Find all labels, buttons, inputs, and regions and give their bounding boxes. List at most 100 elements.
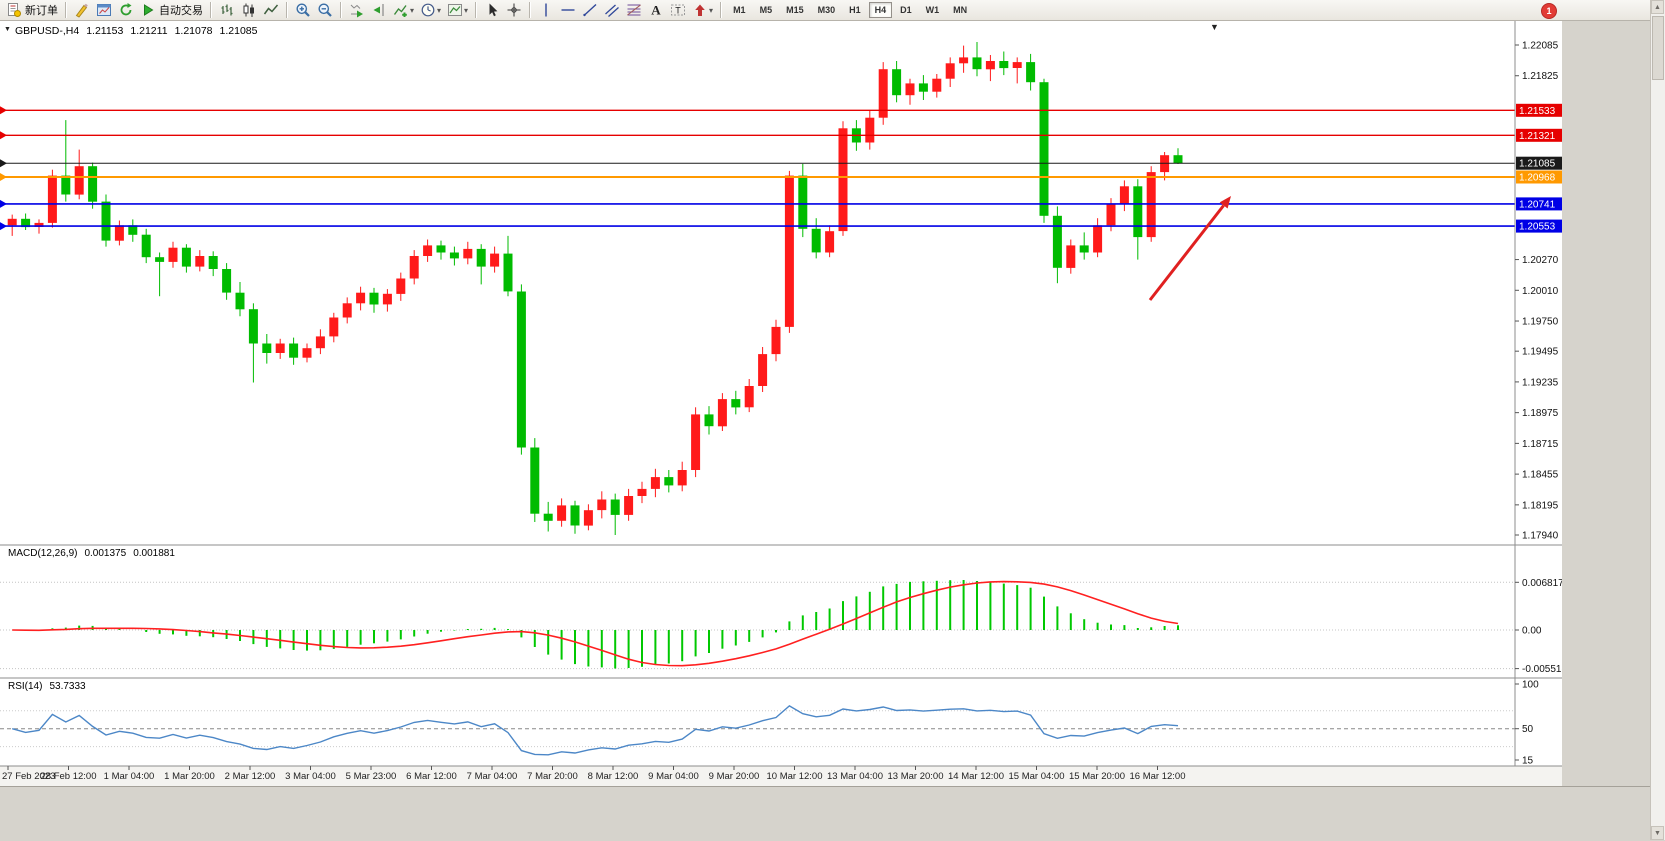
equidistant-channel-button[interactable] — [602, 1, 622, 19]
cursor-icon — [484, 2, 500, 18]
chart-ohlc-header: GBPUSD-,H4 1.21153 1.21211 1.21078 1.21085 — [15, 25, 265, 37]
fibonacci-retracement-button[interactable] — [624, 1, 644, 19]
timeframe-m5-button[interactable]: M5 — [759, 5, 773, 15]
time-axis-label: 3 Mar 04:00 — [285, 771, 336, 782]
svg-text:T: T — [675, 6, 681, 16]
vertical-scrollbar[interactable]: ▲ ▼ — [1650, 0, 1665, 840]
bar-chart-mode-button[interactable] — [217, 1, 237, 19]
toolbar-separator — [720, 2, 723, 18]
new-chart-button[interactable] — [94, 1, 114, 19]
annotation-arrow[interactable] — [1148, 196, 1231, 301]
zoom-in-button[interactable] — [293, 1, 313, 19]
text-label-button[interactable]: T — [668, 1, 688, 19]
price-axis-label: 1.18715 — [1522, 439, 1559, 450]
line-chart-mode-button[interactable] — [261, 1, 281, 19]
timeframe-d1-button[interactable]: D1 — [900, 5, 912, 15]
macd-axis-label: 0.00 — [1522, 626, 1542, 637]
scrollbar-down-icon[interactable]: ▼ — [1651, 826, 1664, 840]
chevron-down-icon: ▾ — [410, 5, 415, 15]
time-axis-label: 27 Feb 2023 — [2, 771, 55, 782]
cursor-button[interactable] — [482, 1, 502, 19]
time-axis-label: 7 Mar 20:00 — [527, 771, 578, 782]
line-edge-marker-icon — [0, 131, 7, 140]
price-axis-label: 1.22085 — [1522, 41, 1559, 52]
play-icon — [140, 2, 156, 18]
rsi-axis-label: 100 — [1522, 680, 1539, 691]
chart-high-value: 1.21211 — [130, 25, 168, 37]
notification-badge[interactable]: 1 — [1541, 3, 1557, 19]
price-axis-label: 1.20010 — [1522, 286, 1559, 297]
time-axis-label: 8 Mar 12:00 — [588, 771, 639, 782]
price-line-badge — [1516, 219, 1562, 233]
rsi-value: 53.7333 — [49, 681, 86, 692]
price-axis-label: 1.19495 — [1522, 347, 1559, 358]
autotrading-button[interactable]: 自动交易 — [138, 1, 205, 19]
zoom-out-icon — [317, 2, 333, 18]
indicators-icon — [393, 2, 409, 18]
templates-button[interactable]: ▾ — [445, 1, 470, 19]
chartshift-icon — [371, 2, 387, 18]
refresh-profiles-button[interactable] — [116, 1, 136, 19]
rsi-axis-label: 15 — [1522, 756, 1534, 767]
timeframe-m30-button[interactable]: M30 — [817, 5, 836, 15]
line-edge-marker-icon — [0, 159, 7, 168]
vline-icon — [538, 2, 554, 18]
toolbar-separator — [340, 2, 342, 18]
toolbar-separator — [529, 2, 532, 18]
periods-button[interactable]: ▾ — [418, 1, 443, 19]
hline-icon — [560, 2, 576, 18]
text-button[interactable]: A — [646, 1, 666, 19]
trendline-icon — [582, 2, 598, 18]
timeframe-mn-button[interactable]: MN — [953, 5, 968, 15]
trendline-button[interactable] — [580, 1, 600, 19]
price-axis-label: 1.19750 — [1522, 317, 1559, 328]
autotrading-label: 自动交易 — [159, 5, 203, 17]
time-axis-label: 2 Mar 12:00 — [225, 771, 276, 782]
chart-shift-button[interactable] — [369, 1, 389, 19]
macd-indicator-header: MACD(12,26,9) 0.001375 0.001881 — [8, 548, 182, 559]
new-order-label: 新订单 — [25, 5, 58, 17]
new-order-button[interactable]: 新订单 — [4, 1, 60, 19]
chart-symbol-label: GBPUSD-,H4 — [15, 25, 80, 37]
line-icon — [263, 2, 279, 18]
zoom-out-button[interactable] — [315, 1, 335, 19]
bars-icon — [219, 2, 235, 18]
auto-scroll-button[interactable] — [347, 1, 367, 19]
rsi-panel: 100 50 15 — [0, 680, 1539, 767]
timeframe-w1-button[interactable]: W1 — [925, 5, 940, 15]
new-order-icon — [6, 2, 22, 18]
scrollbar-up-icon[interactable]: ▲ — [1651, 0, 1664, 14]
chart-low-value: 1.21078 — [174, 25, 213, 37]
autoscroll-icon — [349, 2, 365, 18]
timeframe-h4-button[interactable]: H4 — [868, 2, 893, 18]
zoom-in-icon — [295, 2, 311, 18]
arrows-objects-button[interactable]: ▾ — [690, 1, 715, 19]
indicators-button[interactable]: ▾ — [391, 1, 416, 19]
toolbar-separator — [210, 2, 212, 18]
timeframe-m1-button[interactable]: M1 — [733, 5, 746, 15]
candlestick-chart[interactable]: 1.22085 1.21825 1.20270 1.20010 1.19750 1.194… — [0, 21, 1562, 786]
vertical-line-button[interactable] — [536, 1, 556, 19]
time-axis-label: 5 Mar 23:00 — [346, 771, 397, 782]
scrollbar-thumb[interactable] — [1652, 16, 1664, 80]
window-right-gutter — [1562, 21, 1650, 840]
new-chart-icon — [96, 2, 112, 18]
chevron-down-icon: ▾ — [437, 5, 442, 15]
price-line-badge-label: 1.20741 — [1519, 199, 1556, 210]
horizontal-line-button[interactable] — [558, 1, 578, 19]
time-axis-label: 13 Mar 04:00 — [827, 771, 883, 782]
time-axis-label: 14 Mar 12:00 — [948, 771, 1004, 782]
one-click-trading-icon[interactable]: ▼ — [4, 26, 11, 33]
time-axis-label: 10 Mar 12:00 — [767, 771, 823, 782]
timeframe-m15-button[interactable]: M15 — [786, 5, 804, 15]
chart-shift-marker-icon[interactable]: ▼ — [1210, 22, 1219, 32]
metaeditor-button[interactable] — [72, 1, 92, 19]
chart-window: 1.22085 1.21825 1.20270 1.20010 1.19750 1.194… — [0, 21, 1562, 786]
toolbar: 新订单 自动交易 ▾ ▾ ▾ A T ▾ M1 M5 M15 M30 H1 H4 D1 W1 MN — [0, 0, 1650, 21]
crosshair-button[interactable] — [504, 1, 524, 19]
candlestick-mode-button[interactable] — [239, 1, 259, 19]
editor-icon — [74, 2, 90, 18]
timeframe-h1-button[interactable]: H1 — [849, 5, 861, 15]
time-axis-label: 9 Mar 04:00 — [648, 771, 699, 782]
